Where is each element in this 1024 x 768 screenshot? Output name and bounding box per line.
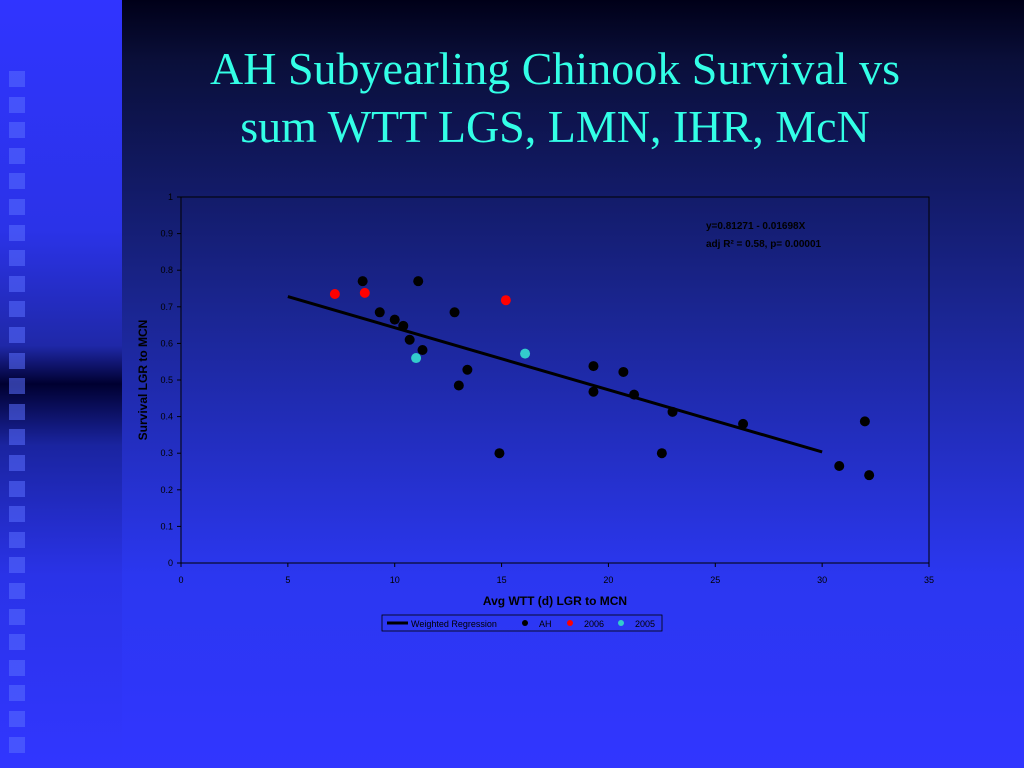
x-tick-label: 30 <box>817 575 827 585</box>
data-point-ah <box>588 361 599 372</box>
x-tick-label: 35 <box>924 575 934 585</box>
decor-square <box>9 403 25 420</box>
data-point-ah <box>462 364 473 375</box>
decor-square <box>9 301 25 318</box>
y-tick-label: 0.5 <box>160 375 173 385</box>
legend-ah-label: AH <box>539 619 552 629</box>
data-point-ah <box>413 276 424 287</box>
title-line-2: sum WTT LGS, LMN, IHR, McN <box>240 101 870 152</box>
data-point-ah <box>374 307 385 318</box>
data-point-ah <box>494 448 505 459</box>
decor-square <box>9 352 25 369</box>
decor-square <box>9 480 25 497</box>
regression-stats: adj R² = 0.58, p= 0.00001 <box>706 239 822 250</box>
decor-square <box>9 378 25 395</box>
data-point-ah <box>618 366 629 377</box>
decor-square <box>9 634 25 651</box>
title-line-1: AH Subyearling Chinook Survival vs <box>210 43 900 94</box>
decor-square <box>9 736 25 753</box>
data-point-ah <box>588 386 599 397</box>
decor-square-column <box>9 0 25 768</box>
x-tick-label: 15 <box>497 575 507 585</box>
legend-box <box>381 614 663 632</box>
decor-square <box>9 327 25 343</box>
legend-regression-label: Weighted Regression <box>411 619 497 629</box>
data-point-ah <box>453 380 464 391</box>
legend: Weighted Regression AH 2006 2005 <box>381 614 663 632</box>
data-point-2006 <box>329 288 340 299</box>
data-point-2005 <box>411 353 422 364</box>
x-axis-label: Avg WTT (d) LGR to MCN <box>483 594 627 608</box>
data-point-ah <box>449 307 460 318</box>
y-tick-label: 1 <box>168 192 173 202</box>
legend-2005-label: 2005 <box>635 619 655 629</box>
x-tick-label: 0 <box>178 575 183 585</box>
data-point-ah <box>389 314 400 325</box>
decor-square <box>9 250 25 267</box>
decor-square <box>9 711 25 727</box>
legend-2005-swatch <box>618 620 624 626</box>
data-point-ah <box>417 344 428 355</box>
decor-square <box>9 685 25 702</box>
legend-2006-label: 2006 <box>584 619 604 629</box>
y-tick-label: 0.1 <box>160 521 173 531</box>
y-tick-label: 0 <box>168 558 173 568</box>
data-point-ah <box>404 334 415 345</box>
decor-square <box>9 608 25 625</box>
decor-square <box>9 147 25 164</box>
data-point-ah <box>864 470 875 481</box>
y-tick-label: 0.6 <box>160 338 173 348</box>
data-points <box>329 276 875 481</box>
decor-square <box>9 583 25 599</box>
data-point-ah <box>667 406 678 417</box>
decor-square <box>9 122 25 139</box>
decor-square <box>9 659 25 676</box>
data-point-ah <box>357 276 368 287</box>
y-tick-label: 0.8 <box>160 265 173 275</box>
x-tick-label: 5 <box>285 575 290 585</box>
slide-title: AH Subyearling Chinook Survival vs sum W… <box>140 40 970 156</box>
decor-square <box>9 199 25 215</box>
axis-ticks: 00.10.20.30.40.50.60.70.80.910 5 10 15 20 25 3… <box>160 192 934 585</box>
data-point-2006 <box>500 295 511 306</box>
y-tick-label: 0.3 <box>160 448 173 458</box>
data-point-2006 <box>359 287 370 298</box>
decor-square <box>9 429 25 446</box>
x-tick-label: 10 <box>390 575 400 585</box>
data-point-ah <box>398 320 409 331</box>
x-tick-label: 25 <box>710 575 720 585</box>
decor-square <box>9 275 25 292</box>
y-tick-label: 0.2 <box>160 485 173 495</box>
x-tick-label: 20 <box>603 575 613 585</box>
y-tick-label: 0.9 <box>160 229 173 239</box>
y-tick-label: 0.7 <box>160 302 173 312</box>
decor-square <box>9 531 25 548</box>
plot-area <box>180 196 930 564</box>
y-axis-label: Survival LGR to MCN <box>136 320 150 441</box>
data-point-ah <box>859 416 870 427</box>
decor-square <box>9 173 25 190</box>
regression-line <box>287 295 823 454</box>
data-point-ah <box>834 461 845 472</box>
decor-square <box>9 455 25 471</box>
decor-square <box>9 96 25 113</box>
regression-equation: y=0.81271 - 0.01698X <box>706 221 806 232</box>
decor-square <box>9 71 25 87</box>
decor-square <box>9 557 25 574</box>
data-point-ah <box>738 418 749 429</box>
decor-square <box>9 224 25 241</box>
legend-2006-swatch <box>567 620 573 626</box>
y-tick-label: 0.4 <box>160 412 173 422</box>
regression-line-group <box>287 295 823 454</box>
legend-ah-swatch <box>522 620 528 626</box>
data-point-ah <box>629 389 640 400</box>
decor-square <box>9 506 25 523</box>
data-point-ah <box>656 448 667 459</box>
data-point-2005 <box>520 348 531 359</box>
